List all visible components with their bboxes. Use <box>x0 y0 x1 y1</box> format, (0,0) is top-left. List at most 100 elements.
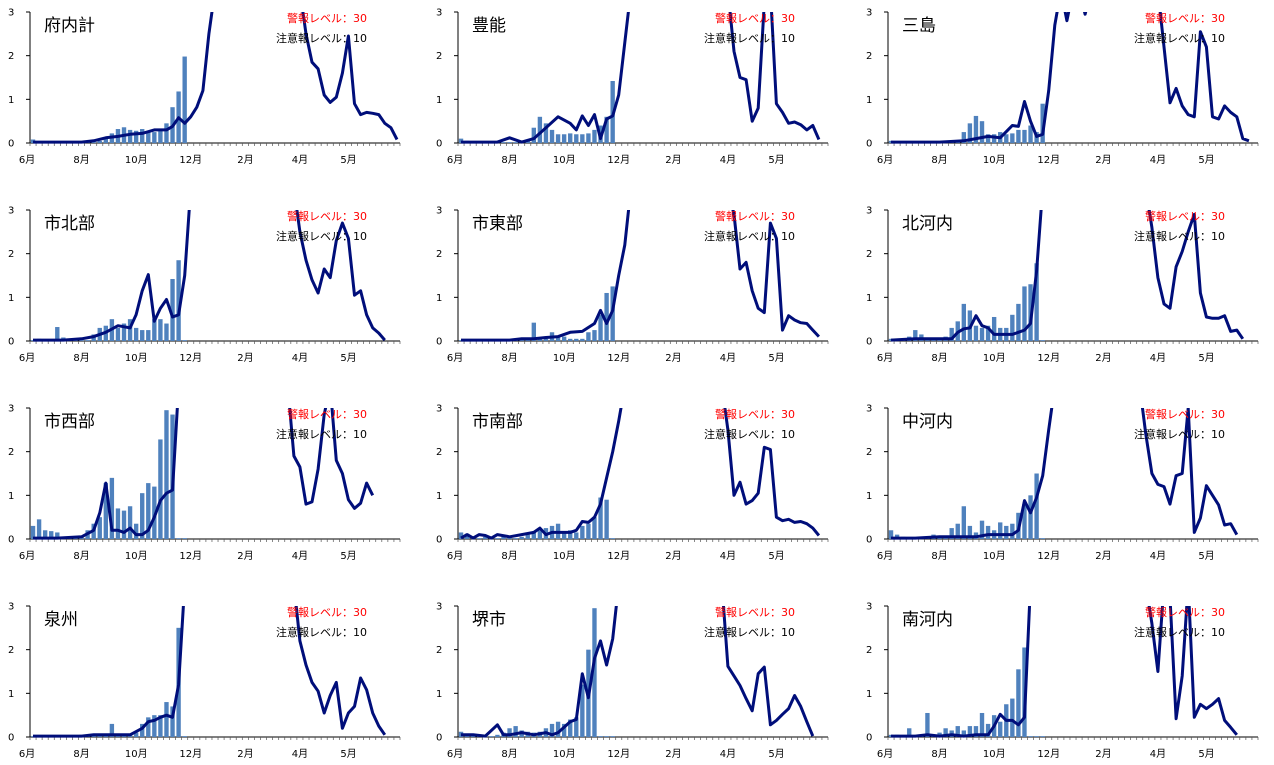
y-tick-label: 3 <box>8 206 14 217</box>
bar <box>973 115 979 143</box>
x-tick-label: 6月 <box>19 550 35 562</box>
bar <box>158 129 163 143</box>
x-tick-label: 6月 <box>447 550 463 562</box>
x-tick-label: 10月 <box>553 352 576 364</box>
x-tick-label: 6月 <box>877 352 893 364</box>
bar <box>592 608 597 737</box>
bar <box>537 116 543 143</box>
trend-line <box>33 606 387 738</box>
x-tick-label: 5月 <box>768 154 784 166</box>
x-tick-label: 12月 <box>607 748 630 760</box>
bar <box>991 134 997 143</box>
y-tick-label: 0 <box>8 337 14 348</box>
bar <box>967 123 973 143</box>
trend-line <box>33 12 399 144</box>
y-tick-label: 2 <box>436 51 442 62</box>
x-tick-label: 5月 <box>340 154 356 166</box>
bar <box>555 134 561 143</box>
bar <box>586 332 591 341</box>
bar <box>598 314 603 341</box>
bar <box>586 133 591 143</box>
bar <box>979 520 985 539</box>
region-title: 北河内 <box>902 214 953 234</box>
y-tick-label: 0 <box>436 535 442 546</box>
bar <box>949 327 954 341</box>
y-tick-label: 1 <box>866 95 872 106</box>
bar <box>103 483 109 539</box>
chart-panel: 0 1 2 3 6月 8月 10月 12月 2月 4月 5月 北河内 警報レベル：30 注意報レベル：10 <box>866 206 1259 364</box>
bar <box>146 330 151 341</box>
bar <box>182 736 187 737</box>
bar <box>555 721 561 737</box>
x-tick-label: 10月 <box>983 154 1006 166</box>
chart-panel: 0 1 2 3 6月 8月 10月 12月 2月 4月 5月 泉州 警報レベル：30 注意報レベル：10 <box>8 602 401 760</box>
x-tick-label: 6月 <box>447 748 463 760</box>
bar <box>109 723 115 737</box>
x-tick-label: 8月 <box>73 154 89 166</box>
bar <box>580 338 585 341</box>
y-tick-label: 2 <box>866 645 872 656</box>
warning-level-label: 警報レベル：30 <box>715 407 795 421</box>
bar <box>604 499 609 539</box>
x-tick-label: 5月 <box>340 352 356 364</box>
bar <box>543 123 549 143</box>
x-tick-label: 4月 <box>720 550 736 562</box>
y-tick-label: 1 <box>8 95 14 106</box>
y-tick-label: 3 <box>436 404 442 415</box>
trend-line <box>461 606 815 738</box>
bar <box>97 517 102 539</box>
x-tick-label: 2月 <box>237 154 253 166</box>
bar <box>127 129 133 143</box>
region-title: 堺市 <box>472 610 506 630</box>
y-tick-label: 1 <box>866 491 872 502</box>
y-tick-label: 1 <box>8 491 14 502</box>
bar <box>164 123 169 143</box>
bar <box>949 528 954 539</box>
bar <box>483 536 488 539</box>
y-tick-label: 3 <box>436 8 442 19</box>
bar <box>501 142 506 143</box>
bar <box>152 715 157 737</box>
y-tick-label: 1 <box>436 491 442 502</box>
x-tick-label: 2月 <box>665 550 681 562</box>
bar <box>513 142 518 143</box>
bar <box>495 734 500 737</box>
bar <box>598 736 603 737</box>
x-tick-label: 10月 <box>125 352 148 364</box>
bar <box>1028 125 1033 143</box>
x-tick-label: 2月 <box>237 748 253 760</box>
x-tick-label: 6月 <box>877 154 893 166</box>
bar <box>561 134 567 143</box>
x-tick-label: 4月 <box>720 154 736 166</box>
trend-line <box>891 408 1239 540</box>
x-tick-label: 2月 <box>665 352 681 364</box>
bar <box>140 129 145 143</box>
bar <box>140 723 145 737</box>
bar <box>561 532 567 539</box>
x-tick-label: 6月 <box>447 352 463 364</box>
bar <box>164 410 169 539</box>
bar <box>937 340 942 341</box>
x-tick-label: 10月 <box>983 748 1006 760</box>
y-tick-label: 0 <box>436 337 442 348</box>
bar <box>610 538 615 539</box>
bar <box>979 121 985 143</box>
bar <box>531 127 537 143</box>
bar <box>133 130 139 143</box>
x-tick-label: 10月 <box>553 154 576 166</box>
y-tick-label: 3 <box>436 602 442 613</box>
bar <box>580 525 585 539</box>
bar <box>519 536 524 539</box>
x-tick-label: 12月 <box>179 748 202 760</box>
bar <box>973 726 979 737</box>
x-tick-label: 8月 <box>501 352 517 364</box>
bar <box>604 116 609 143</box>
trend-line <box>461 12 821 144</box>
y-tick-label: 2 <box>8 51 14 62</box>
caution-level-label: 注意報レベル：10 <box>276 229 367 243</box>
bar <box>907 728 912 737</box>
x-tick-label: 12月 <box>179 154 202 166</box>
x-tick-label: 4月 <box>292 550 308 562</box>
y-tick-label: 2 <box>436 249 442 260</box>
x-tick-label: 10月 <box>125 154 148 166</box>
